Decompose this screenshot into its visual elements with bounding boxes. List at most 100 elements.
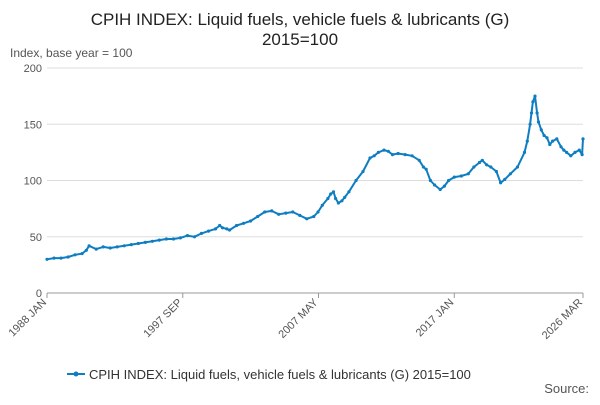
data-point[interactable] (503, 177, 507, 181)
data-point[interactable] (340, 199, 344, 203)
data-point[interactable] (136, 241, 140, 246)
data-point[interactable] (171, 237, 175, 241)
data-point[interactable] (108, 246, 112, 250)
data-point[interactable] (424, 167, 428, 171)
data-point[interactable] (263, 210, 267, 214)
data-point[interactable] (228, 228, 232, 232)
data-point[interactable] (382, 148, 386, 152)
data-point[interactable] (343, 195, 347, 199)
data-point[interactable] (559, 145, 563, 149)
data-point[interactable] (539, 128, 543, 132)
data-point[interactable] (80, 252, 84, 256)
legend[interactable]: CPIH INDEX: Liquid fuels, vehicle fuels … (67, 367, 471, 382)
data-point[interactable] (45, 257, 49, 261)
data-point[interactable] (548, 142, 552, 147)
data-point[interactable] (569, 154, 573, 158)
data-point[interactable] (320, 203, 324, 207)
data-point[interactable] (555, 137, 559, 141)
data-point[interactable] (235, 223, 239, 228)
data-point[interactable] (206, 229, 211, 233)
data-point[interactable] (533, 94, 537, 98)
data-point[interactable] (277, 212, 281, 216)
data-point[interactable] (157, 238, 161, 242)
data-point[interactable] (485, 163, 489, 167)
data-point[interactable] (428, 178, 432, 183)
data-point[interactable] (59, 256, 63, 260)
data-point[interactable] (220, 226, 225, 230)
data-point[interactable] (329, 192, 333, 196)
data-point[interactable] (347, 190, 351, 194)
data-point[interactable] (192, 235, 197, 239)
data-point[interactable] (565, 150, 569, 154)
data-point[interactable] (284, 211, 288, 215)
data-point[interactable] (94, 247, 98, 251)
data-point[interactable] (459, 174, 463, 178)
data-point[interactable] (466, 172, 470, 176)
data-point[interactable] (225, 227, 229, 231)
data-point[interactable] (545, 136, 549, 140)
data-point[interactable] (438, 187, 442, 192)
data-point[interactable] (376, 150, 380, 154)
data-point[interactable] (480, 158, 484, 162)
data-point[interactable] (334, 196, 338, 201)
data-point[interactable] (361, 169, 365, 174)
data-point[interactable] (354, 178, 358, 183)
data-point[interactable] (494, 169, 498, 174)
data-point[interactable] (562, 148, 566, 152)
data-point[interactable] (73, 253, 77, 257)
data-point[interactable] (525, 139, 529, 143)
data-point[interactable] (581, 137, 585, 141)
data-point[interactable] (213, 227, 218, 231)
data-point[interactable] (150, 239, 154, 243)
data-point[interactable] (305, 217, 309, 221)
data-point[interactable] (577, 148, 581, 152)
data-point[interactable] (326, 196, 330, 201)
data-point[interactable] (410, 154, 414, 158)
data-point[interactable] (368, 156, 372, 160)
data-point[interactable] (143, 240, 147, 244)
data-point[interactable] (542, 133, 546, 138)
data-point[interactable] (129, 243, 133, 247)
data-point[interactable] (249, 219, 253, 223)
data-point[interactable] (433, 183, 437, 187)
data-point[interactable] (421, 165, 425, 169)
data-point[interactable] (417, 158, 421, 162)
data-point[interactable] (336, 201, 340, 205)
data-point[interactable] (528, 122, 532, 126)
data-point[interactable] (298, 213, 302, 217)
data-point[interactable] (87, 244, 91, 248)
data-point[interactable] (580, 153, 584, 157)
data-point[interactable] (531, 100, 535, 104)
data-point[interactable] (331, 190, 336, 194)
data-point[interactable] (84, 248, 88, 252)
data-point[interactable] (185, 234, 189, 238)
data-point[interactable] (477, 160, 482, 165)
data-point[interactable] (396, 151, 400, 156)
data-point[interactable] (535, 111, 539, 115)
data-point[interactable] (312, 214, 316, 219)
data-point[interactable] (390, 153, 395, 157)
data-point[interactable] (529, 111, 534, 115)
data-point[interactable] (218, 223, 222, 228)
data-point[interactable] (536, 120, 541, 124)
data-point[interactable] (52, 256, 56, 260)
data-point[interactable] (452, 175, 456, 179)
data-point[interactable] (316, 210, 320, 214)
data-point[interactable] (508, 172, 512, 176)
data-point[interactable] (573, 150, 577, 154)
data-point[interactable] (178, 236, 182, 240)
data-point[interactable] (499, 181, 503, 185)
data-point[interactable] (551, 139, 555, 143)
data-point[interactable] (372, 154, 376, 158)
data-point[interactable] (122, 244, 126, 248)
data-point[interactable] (447, 178, 451, 183)
data-point[interactable] (256, 214, 260, 219)
data-point[interactable] (164, 237, 168, 241)
data-point[interactable] (442, 184, 446, 188)
data-point[interactable] (242, 221, 246, 225)
data-point[interactable] (115, 245, 119, 249)
data-point[interactable] (386, 149, 390, 153)
data-point[interactable] (199, 231, 204, 235)
data-point[interactable] (270, 209, 274, 213)
data-point[interactable] (489, 165, 493, 169)
